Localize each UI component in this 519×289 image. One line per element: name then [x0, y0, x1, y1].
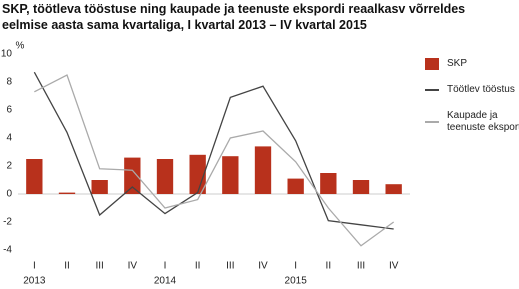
legend-swatch — [425, 121, 439, 123]
legend-item: Töötlev tööstus — [425, 84, 519, 96]
bar — [58, 192, 76, 194]
x-tick-label: I — [164, 261, 167, 272]
legend-swatch — [425, 58, 439, 70]
bar — [156, 159, 174, 194]
bar — [287, 178, 304, 194]
x-tick-label: III — [95, 261, 103, 272]
x-tick-label: I — [294, 261, 297, 272]
y-tick-label: 10 — [1, 49, 13, 60]
legend-label: Töötlev tööstus — [447, 84, 515, 95]
y-tick-label: 6 — [6, 105, 12, 116]
x-tick-label: IV — [258, 261, 268, 272]
y-tick-label: -4 — [3, 245, 12, 256]
x-tick-label: II — [326, 261, 332, 272]
bar — [124, 157, 141, 194]
y-axis-label: % — [16, 41, 25, 52]
legend-swatch — [425, 89, 439, 91]
title-line: SKP, töötleva tööstuse ning kaupade ja t… — [2, 2, 466, 16]
legend-item: SKP — [425, 58, 519, 70]
bar — [91, 180, 108, 194]
line — [34, 74, 395, 247]
x-tick-label: I — [33, 261, 36, 272]
bar — [189, 154, 206, 194]
year-label: 2015 — [285, 276, 308, 287]
x-tick-label: III — [357, 261, 365, 272]
legend-item: Kaupade ja teenuste eksport — [425, 110, 519, 134]
bar — [26, 159, 43, 194]
y-tick-label: 0 — [6, 189, 12, 200]
x-tick-label: III — [226, 261, 234, 272]
bar — [352, 180, 370, 194]
y-tick-label: 8 — [6, 77, 12, 88]
chart-title: SKP, töötleva tööstuse ning kaupade ja t… — [2, 1, 465, 33]
y-tick-label: -2 — [3, 217, 12, 228]
x-tick-label: IV — [128, 261, 138, 272]
year-label: 2013 — [23, 276, 46, 287]
legend-label: SKP — [447, 58, 468, 69]
title-line: eelmise aasta sama kvartaliga, I kvartal… — [2, 18, 367, 32]
bar — [222, 156, 239, 194]
line — [33, 71, 394, 230]
legend: SKP Töötlev tööstus Kaupade ja teenuste ek… — [425, 58, 519, 148]
bar — [385, 184, 402, 194]
bar — [320, 173, 337, 194]
y-tick-label: 2 — [6, 161, 12, 172]
x-tick-label: II — [195, 261, 201, 272]
legend-label: Kaupade ja teenuste eksport — [447, 110, 519, 133]
x-tick-label: II — [64, 261, 70, 272]
x-tick-label: IV — [389, 261, 399, 272]
y-tick-label: 4 — [6, 133, 12, 144]
year-label: 2014 — [154, 276, 177, 287]
bar — [254, 146, 272, 194]
